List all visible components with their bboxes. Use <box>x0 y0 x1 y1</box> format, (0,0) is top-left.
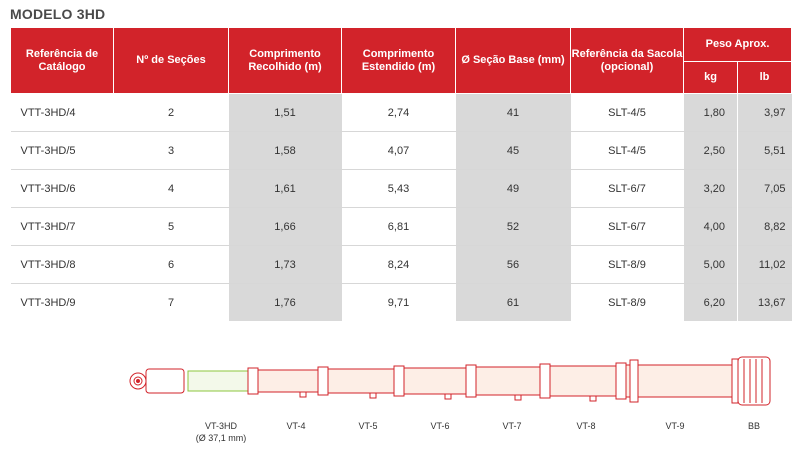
label-vt9: VT-9 <box>665 421 685 431</box>
cell-kg: 4,00 <box>683 207 738 246</box>
cell-base: 56 <box>455 245 571 284</box>
label-vt3hd-diameter: (Ø 37,1 mm) <box>195 433 247 443</box>
cell-sections: 6 <box>113 245 229 284</box>
label-vt5: VT-5 <box>358 421 378 431</box>
cell-retracted: 1,76 <box>228 283 342 321</box>
table-row: VTT-3HD/8 6 1,73 8,24 56 SLT-8/9 5,00 11… <box>10 245 792 284</box>
label-bb: BB <box>747 421 761 431</box>
cell-bag: SLT-4/5 <box>570 131 684 170</box>
cell-base: 61 <box>455 283 571 321</box>
cell-lb: 13,67 <box>737 283 792 321</box>
cell-sections: 7 <box>113 283 229 321</box>
header-extended: Comprimento Estendido (m) <box>341 27 456 94</box>
cell-retracted: 1,61 <box>228 169 342 208</box>
cell-extended: 6,81 <box>341 207 456 246</box>
cell-base: 45 <box>455 131 571 170</box>
label-vt4: VT-4 <box>286 421 306 431</box>
cell-lb: 11,02 <box>737 245 792 284</box>
cell-extended: 4,07 <box>341 131 456 170</box>
cell-kg: 5,00 <box>683 245 738 284</box>
header-base: Ø Seção Base (mm) <box>455 27 571 94</box>
cell-lb: 7,05 <box>737 169 792 208</box>
cell-kg: 2,50 <box>683 131 738 170</box>
cell-base: 49 <box>455 169 571 208</box>
pole-diagram: VT-3HD (Ø 37,1 mm) VT-4 VT-5 VT-6 VT-7 V… <box>0 345 800 455</box>
header-retracted: Comprimento Recolhido (m) <box>228 27 342 94</box>
cell-sections: 3 <box>113 131 229 170</box>
label-vt8: VT-8 <box>576 421 596 431</box>
cell-ref: VTT-3HD/9 <box>10 283 114 321</box>
cell-extended: 5,43 <box>341 169 456 208</box>
cell-ref: VTT-3HD/4 <box>20 106 76 119</box>
table-row: VTT-3HD/4 2 1,51 2,74 41 SLT-4/5 1,80 3,… <box>11 93 792 132</box>
section-vt8 <box>545 365 623 397</box>
cell-bag: SLT-8/9 <box>570 245 684 284</box>
cell-sections: 2 <box>167 106 175 119</box>
section-vt4 <box>255 369 325 393</box>
spec-table: Referência de Catálogo Nº de Seções Comp… <box>10 27 792 321</box>
cell-base: 41 <box>455 93 571 132</box>
table-row: VTT-3HD/7 5 1,66 6,81 52 SLT-6/7 4,00 8,… <box>10 207 792 246</box>
telescopic-pole-drawing <box>129 356 771 406</box>
cell-lb: 3,97 <box>737 93 792 132</box>
header-bag: Referência da Sacola (opcional) <box>570 27 684 94</box>
cell-ref: VTT-3HD/6 <box>10 169 114 208</box>
head-tool <box>129 368 185 394</box>
cell-base: 52 <box>455 207 571 246</box>
cell-kg: 6,20 <box>683 283 738 321</box>
label-vt3hd: VT-3HD <box>204 421 238 431</box>
page-title: MODELO 3HD <box>10 6 106 22</box>
label-vt6: VT-6 <box>430 421 450 431</box>
cell-retracted: 1,73 <box>228 245 342 284</box>
cell-extended: 9,71 <box>341 283 456 321</box>
header-lb: lb <box>737 61 792 94</box>
cell-bag: SLT-8/9 <box>570 283 684 321</box>
section-vt3hd <box>187 370 257 392</box>
cell-bag: SLT-6/7 <box>570 207 684 246</box>
cell-sections: 5 <box>113 207 229 246</box>
section-vt5 <box>323 368 401 394</box>
cell-ref: VTT-3HD/8 <box>10 245 114 284</box>
cell-ref: VTT-3HD/7 <box>10 207 114 246</box>
header-kg: kg <box>683 61 738 94</box>
cell-retracted: 1,58 <box>228 131 342 170</box>
cell-extended: 2,74 <box>387 106 410 119</box>
table-row: VTT-3HD/6 4 1,61 5,43 49 SLT-6/7 3,20 7,… <box>10 169 792 208</box>
cell-lb: 5,51 <box>737 131 792 170</box>
cell-extended: 8,24 <box>341 245 456 284</box>
cell-bag: SLT-4/5 <box>608 106 646 119</box>
cell-retracted: 1,51 <box>228 93 342 132</box>
header-weight: Peso Aprox. <box>683 27 792 62</box>
table-row: VTT-3HD/9 7 1,76 9,71 61 SLT-8/9 6,20 13… <box>10 283 792 321</box>
cell-lb: 8,82 <box>737 207 792 246</box>
cell-kg: 3,20 <box>683 169 738 208</box>
cell-kg: 1,80 <box>683 93 738 132</box>
header-ref: Referência de Catálogo <box>10 27 114 94</box>
cell-ref: VTT-3HD/5 <box>10 131 114 170</box>
table-row: VTT-3HD/5 3 1,58 4,07 45 SLT-4/5 2,50 5,… <box>10 131 792 170</box>
base-button-bb <box>731 356 771 406</box>
section-vt7 <box>471 366 547 396</box>
label-vt7: VT-7 <box>502 421 522 431</box>
section-vt6 <box>399 367 473 395</box>
cell-sections: 4 <box>113 169 229 208</box>
cell-retracted: 1,66 <box>228 207 342 246</box>
header-sections: Nº de Seções <box>113 27 229 94</box>
cell-bag: SLT-6/7 <box>570 169 684 208</box>
